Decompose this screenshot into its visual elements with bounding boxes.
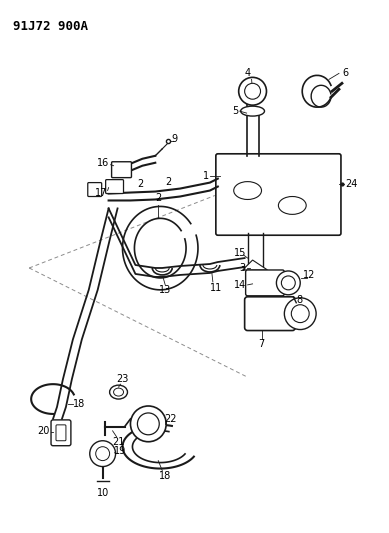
Circle shape bbox=[239, 77, 266, 105]
Text: 18: 18 bbox=[159, 472, 171, 481]
Text: 19: 19 bbox=[114, 446, 127, 456]
Text: 2: 2 bbox=[165, 176, 171, 187]
Circle shape bbox=[130, 406, 166, 442]
Circle shape bbox=[284, 298, 316, 329]
Circle shape bbox=[281, 276, 295, 290]
Text: 3: 3 bbox=[240, 263, 246, 273]
Text: 22: 22 bbox=[164, 414, 177, 424]
Text: 12: 12 bbox=[303, 270, 315, 280]
Text: 21: 21 bbox=[112, 437, 125, 447]
Text: 6: 6 bbox=[343, 68, 349, 78]
Text: 2: 2 bbox=[155, 193, 161, 204]
Circle shape bbox=[90, 441, 116, 466]
Polygon shape bbox=[243, 260, 268, 270]
Ellipse shape bbox=[241, 106, 265, 116]
Text: 17: 17 bbox=[95, 188, 107, 198]
FancyBboxPatch shape bbox=[51, 420, 71, 446]
Text: 8: 8 bbox=[296, 295, 302, 305]
Text: 15: 15 bbox=[233, 248, 246, 258]
Text: 2: 2 bbox=[137, 179, 144, 189]
Text: 1: 1 bbox=[203, 171, 209, 181]
Text: 16: 16 bbox=[96, 158, 109, 168]
Text: 11: 11 bbox=[210, 283, 222, 293]
FancyBboxPatch shape bbox=[112, 161, 131, 177]
FancyBboxPatch shape bbox=[252, 277, 275, 293]
Text: 14: 14 bbox=[233, 280, 246, 290]
FancyBboxPatch shape bbox=[245, 270, 284, 296]
Circle shape bbox=[245, 83, 261, 99]
Text: 91J72 900A: 91J72 900A bbox=[13, 20, 88, 33]
FancyBboxPatch shape bbox=[88, 183, 102, 197]
Text: 20: 20 bbox=[37, 426, 49, 436]
Circle shape bbox=[277, 271, 300, 295]
FancyBboxPatch shape bbox=[106, 180, 124, 193]
Text: 4: 4 bbox=[245, 68, 251, 78]
FancyBboxPatch shape bbox=[56, 425, 66, 441]
Text: 10: 10 bbox=[96, 488, 109, 498]
Circle shape bbox=[96, 447, 110, 461]
FancyBboxPatch shape bbox=[245, 297, 295, 330]
Text: 13: 13 bbox=[159, 285, 171, 295]
Text: 24: 24 bbox=[346, 179, 358, 189]
Text: 23: 23 bbox=[116, 374, 129, 384]
Ellipse shape bbox=[279, 197, 306, 214]
Text: 5: 5 bbox=[233, 106, 239, 116]
Text: 7: 7 bbox=[258, 340, 265, 350]
Text: 18: 18 bbox=[73, 399, 85, 409]
Ellipse shape bbox=[114, 388, 124, 396]
Text: 9: 9 bbox=[171, 134, 177, 144]
Circle shape bbox=[291, 305, 309, 322]
Circle shape bbox=[137, 413, 159, 435]
Ellipse shape bbox=[110, 385, 128, 399]
Ellipse shape bbox=[234, 182, 261, 199]
FancyBboxPatch shape bbox=[216, 154, 341, 235]
